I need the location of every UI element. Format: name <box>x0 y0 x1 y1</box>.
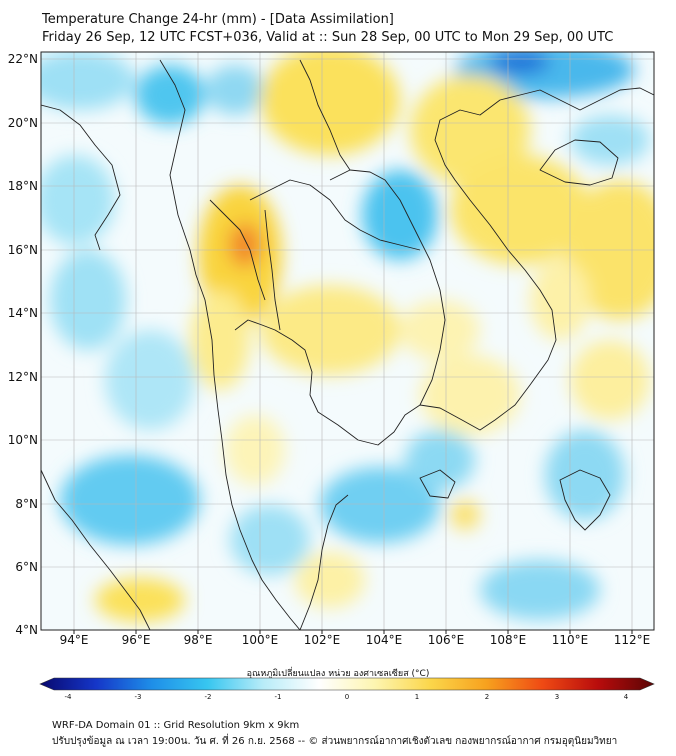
gridlines <box>41 52 654 630</box>
colorbar-tick--1: -1 <box>274 693 282 701</box>
lon-label-108e: 108°E <box>489 633 527 647</box>
footer-domain-info: WRF-DA Domain 01 :: Grid Resolution 9km … <box>52 720 300 731</box>
lat-label-12n: 12°N <box>7 370 38 384</box>
map-panel <box>40 51 655 634</box>
lat-label-8n: 8°N <box>15 497 38 511</box>
footer-update-credit: ปรับปรุงข้อมูล ณ เวลา 19:00น. วัน ศ. ที่… <box>52 736 618 747</box>
lon-label-110e: 110°E <box>551 633 589 647</box>
lat-label-10n: 10°N <box>7 433 38 447</box>
lon-label-100e: 100°E <box>241 633 279 647</box>
colorbar-tick-0: 0 <box>344 693 350 701</box>
lon-label-112e: 112°E <box>613 633 651 647</box>
lon-label-98e: 98°E <box>183 633 213 647</box>
lat-label-22n: 22°N <box>7 52 38 66</box>
lon-label-96e: 96°E <box>121 633 151 647</box>
lat-label-14n: 14°N <box>7 306 38 320</box>
colorbar-tick-3: 3 <box>554 693 560 701</box>
colorbar-tick--4: -4 <box>64 693 72 701</box>
lon-label-104e: 104°E <box>365 633 403 647</box>
map-frame <box>40 51 655 631</box>
map-title: Temperature Change 24-hr (mm) - [Data As… <box>42 12 394 27</box>
colorbar <box>39 677 655 691</box>
map-subtitle: Friday 26 Sep, 12 UTC FCST+036, Valid at… <box>42 30 614 45</box>
lat-label-18n: 18°N <box>7 179 38 193</box>
colorbar-tick-4: 4 <box>623 693 629 701</box>
lat-label-6n: 6°N <box>15 560 38 574</box>
colorbar-tick-1: 1 <box>414 693 420 701</box>
colorbar-tick-2: 2 <box>484 693 490 701</box>
lon-label-102e: 102°E <box>303 633 341 647</box>
lat-label-4n: 4°N <box>15 623 38 637</box>
lon-label-94e: 94°E <box>59 633 89 647</box>
coastlines-borders <box>41 59 654 630</box>
lon-label-106e: 106°E <box>427 633 465 647</box>
colorbar-tick--2: -2 <box>204 693 212 701</box>
lat-label-16n: 16°N <box>7 243 38 257</box>
temperature-field <box>41 52 654 630</box>
colorbar-label: อุณหภูมิเปลี่ยนแปลง หน่วย องศาเซลเซียส (… <box>246 669 430 679</box>
lat-label-20n: 20°N <box>7 116 38 130</box>
colorbar-tick--3: -3 <box>134 693 142 701</box>
